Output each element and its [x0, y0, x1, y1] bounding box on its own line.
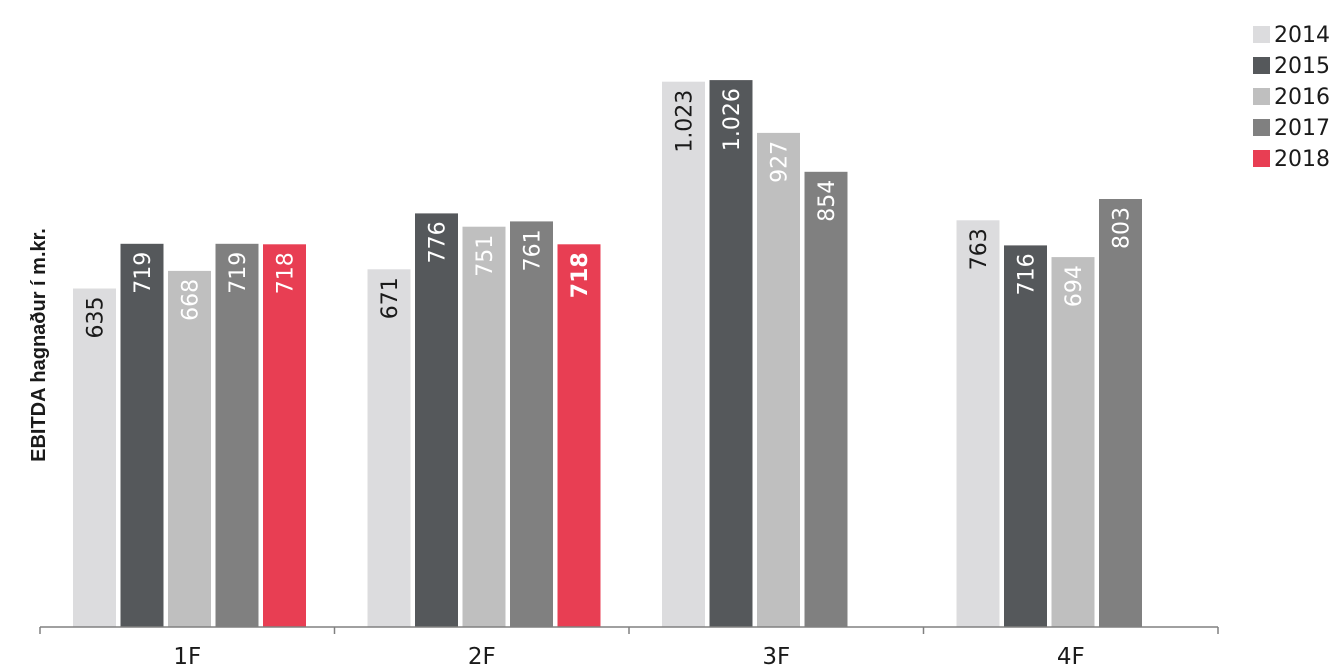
bar-2017-2F	[510, 221, 553, 627]
bar-label-2018-1F: 718	[274, 252, 299, 294]
legend: 2014 2015 2016 2017 2018	[1253, 23, 1330, 172]
legend-swatch-2015	[1253, 57, 1270, 74]
bar-label-2017-3F: 854	[815, 180, 840, 222]
bar-2016-1F	[168, 270, 211, 627]
bar-label-2016-1F: 668	[179, 279, 204, 321]
bar-2017-1F	[215, 243, 259, 628]
legend-label-2017: 2017	[1274, 116, 1330, 141]
bar-2016-4F	[1051, 257, 1095, 627]
bar-label-2017-2F: 761	[521, 229, 546, 271]
bar-2016-3F	[757, 132, 800, 627]
x-axis: 1F 2F 3F 4F	[39, 626, 1219, 670]
y-axis-label: EBITDA hagnaður í m.kr.	[28, 228, 50, 462]
bar-label-2016-3F: 927	[768, 141, 793, 183]
bar-label-2015-4F: 716	[1015, 253, 1040, 295]
bar-2018-2F	[557, 244, 601, 628]
bar-2017-3F	[804, 171, 848, 628]
bar-2015-1F	[120, 243, 164, 628]
bar-2014-3F	[662, 81, 705, 627]
legend-swatch-2018	[1253, 150, 1270, 167]
bar-label-2016-4F: 694	[1062, 265, 1087, 307]
legend-label-2014: 2014	[1274, 23, 1330, 48]
bar-label-2018-2F: 718	[568, 252, 593, 298]
bar-2014-1F	[73, 288, 116, 627]
bar-2014-4F	[956, 220, 1000, 628]
bar-2016-2F	[462, 226, 506, 627]
bar-2015-2F	[415, 213, 458, 627]
legend-label-2016: 2016	[1274, 85, 1330, 110]
bar-label-2014-4F: 763	[967, 228, 992, 270]
bar-label-2015-2F: 776	[426, 221, 451, 263]
legend-swatch-2016	[1253, 88, 1270, 105]
bar-label-2017-1F: 719	[226, 252, 251, 294]
bar-2014-2F	[367, 269, 411, 627]
x-tick-label-2F: 2F	[468, 644, 496, 670]
bar-label-2017-4F: 803	[1110, 207, 1135, 249]
bar-label-2015-3F: 1.026	[720, 88, 745, 151]
bar-2015-3F	[709, 80, 753, 628]
x-tick-label-4F: 4F	[1057, 644, 1085, 670]
bar-label-2015-1F: 719	[131, 252, 156, 294]
x-tick-label-3F: 3F	[762, 644, 790, 670]
bar-label-2014-3F: 1.023	[673, 90, 698, 153]
bars-group: 635 719 668 719 718 671 776 751 761 718 1.023 1.026…	[73, 80, 1142, 628]
bar-label-2014-2F: 671	[378, 277, 403, 319]
bar-2018-1F	[263, 244, 306, 628]
x-tick-label-1F: 1F	[173, 644, 201, 670]
bar-label-2014-1F: 635	[84, 297, 109, 339]
bar-2017-4F	[1099, 199, 1142, 627]
legend-label-2018: 2018	[1274, 147, 1330, 172]
legend-swatch-2014	[1253, 26, 1270, 43]
legend-label-2015: 2015	[1274, 54, 1330, 79]
bar-label-2016-2F: 751	[473, 235, 498, 277]
legend-swatch-2017	[1253, 119, 1270, 136]
bar-2015-4F	[1004, 245, 1047, 627]
